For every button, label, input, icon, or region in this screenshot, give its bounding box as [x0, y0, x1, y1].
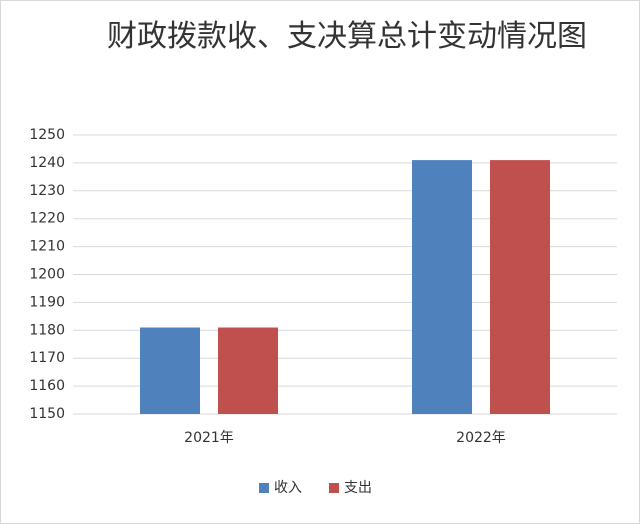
y-tick-label: 1240	[29, 155, 65, 171]
y-tick-label: 1230	[29, 183, 65, 199]
y-tick-label: 1180	[29, 322, 65, 338]
bar	[218, 327, 278, 414]
legend-swatch	[329, 483, 339, 493]
legend-swatch	[259, 483, 269, 493]
y-tick-label: 1200	[29, 267, 65, 283]
y-tick-label: 1250	[29, 127, 65, 143]
legend-label: 收入	[274, 480, 302, 496]
y-tick-label: 1160	[29, 378, 65, 394]
y-tick-label: 1170	[29, 350, 65, 366]
y-tick-label: 1220	[29, 211, 65, 227]
bar	[490, 160, 550, 414]
y-tick-label: 1150	[29, 406, 65, 422]
y-tick-label: 1210	[29, 239, 65, 255]
bar	[140, 327, 200, 414]
x-tick-label: 2022年	[456, 430, 506, 446]
chart-title: 财政拨款收、支决算总计变动情况图	[107, 19, 587, 54]
y-tick-label: 1190	[29, 294, 65, 310]
legend-label: 支出	[344, 480, 372, 496]
x-tick-label: 2021年	[184, 430, 234, 446]
bar	[412, 160, 472, 414]
